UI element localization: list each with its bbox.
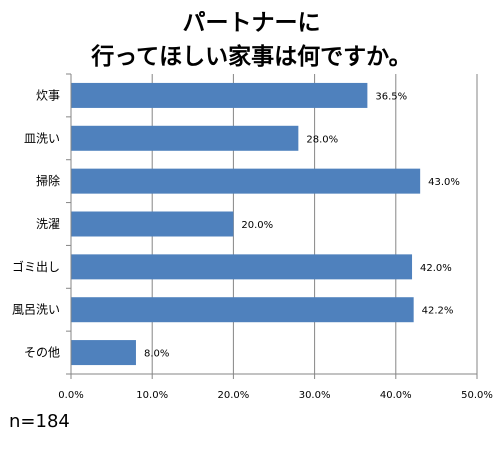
data-label: 8.0% bbox=[144, 349, 169, 360]
bar bbox=[71, 297, 414, 323]
x-tick-label: 50.0% bbox=[461, 390, 493, 401]
category-label: 風呂洗い bbox=[12, 303, 60, 317]
chart-title-line-2: 行ってほしい家事は何ですか。 bbox=[91, 44, 412, 70]
chart-title: パートナーに 行ってほしい家事は何ですか。 bbox=[0, 6, 503, 74]
x-tick-label: 20.0% bbox=[218, 390, 250, 401]
data-label: 20.0% bbox=[241, 220, 273, 231]
bar bbox=[71, 211, 234, 237]
x-tick-label: 0.0% bbox=[58, 390, 83, 401]
bar bbox=[71, 168, 421, 194]
category-label: 皿洗い bbox=[24, 131, 60, 145]
data-label: 42.2% bbox=[422, 306, 454, 317]
data-label: 28.0% bbox=[306, 134, 338, 145]
data-label: 36.5% bbox=[375, 91, 407, 102]
bar bbox=[71, 125, 299, 151]
x-tick-label: 40.0% bbox=[380, 390, 412, 401]
chart-title-line-1: パートナーに bbox=[182, 10, 321, 36]
category-label: ゴミ出し bbox=[12, 259, 60, 274]
data-label: 42.0% bbox=[420, 263, 452, 274]
x-tick-label: 30.0% bbox=[299, 390, 331, 401]
x-tick-label: 10.0% bbox=[136, 390, 168, 401]
data-label: 43.0% bbox=[428, 177, 460, 188]
bar bbox=[71, 340, 136, 366]
category-label: その他 bbox=[24, 346, 60, 360]
category-label: 掃除 bbox=[36, 173, 60, 188]
category-label: 炊事 bbox=[36, 88, 60, 102]
sample-size-note: n=184 bbox=[9, 411, 70, 432]
category-label: 洗濯 bbox=[36, 217, 60, 231]
bar bbox=[71, 254, 413, 280]
bar bbox=[71, 82, 368, 108]
